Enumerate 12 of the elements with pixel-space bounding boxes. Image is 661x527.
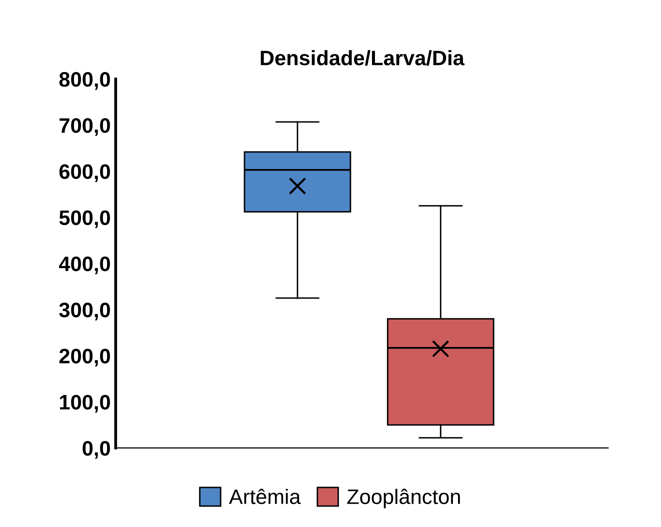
y-tick-label: 700,0: [60, 118, 110, 136]
y-tick-label: 100,0: [60, 394, 110, 413]
y-tick-label: 0,0: [82, 440, 110, 459]
y-tick-label: 800,0: [59, 72, 110, 90]
y-tick-label: 600,0: [59, 164, 110, 182]
y-tick-label: 200,0: [59, 348, 110, 366]
legend-label: Artêmia: [228, 488, 301, 504]
chart-title: Densidade/Larva/Dia: [260, 50, 465, 66]
legend-label: Zooplâncton: [347, 488, 460, 508]
y-tick-label: 400,0: [59, 256, 110, 274]
y-tick-label: 500,0: [59, 210, 110, 228]
y-tick-label: 300,0: [59, 302, 110, 320]
